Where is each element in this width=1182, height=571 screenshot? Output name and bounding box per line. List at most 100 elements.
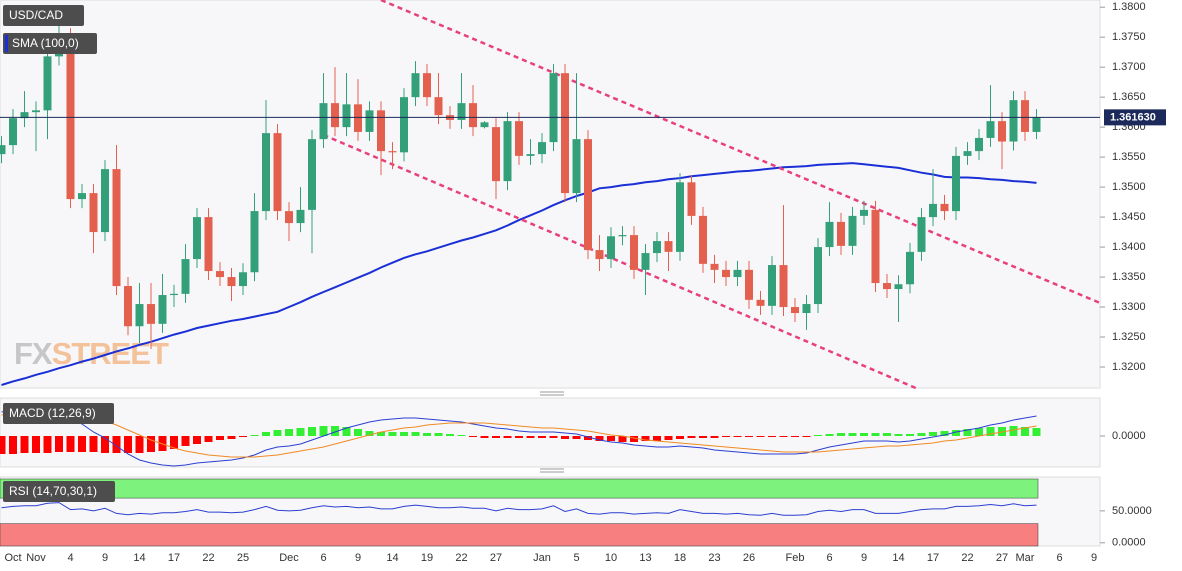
macd-histogram-bar <box>917 433 926 436</box>
candle-body <box>262 133 270 212</box>
sma-swatch <box>5 35 8 52</box>
x-tick-label: 23 <box>708 552 720 564</box>
x-tick-label: 5 <box>573 552 579 564</box>
macd-histogram-bar <box>572 436 581 439</box>
candle-body <box>308 139 316 210</box>
y-tick-label: 1.3650 <box>1112 91 1146 103</box>
candle-body <box>32 110 40 113</box>
candle-body <box>365 110 374 132</box>
candle-body <box>998 121 1006 142</box>
candle-body <box>434 97 443 116</box>
macd-histogram-bar <box>354 429 362 436</box>
macd-histogram-bar <box>411 432 420 436</box>
indicator-label: USD/CAD <box>9 8 63 22</box>
candle-body <box>492 127 500 182</box>
candle-body <box>250 211 259 273</box>
macd-histogram-bar <box>331 426 339 436</box>
x-tick-label: 10 <box>605 552 617 564</box>
candle-body <box>561 73 569 194</box>
candle-body <box>423 73 431 98</box>
candle-body <box>515 121 523 156</box>
candle-body <box>66 37 75 200</box>
macd-histogram-bar <box>135 436 144 453</box>
macd-histogram-bar <box>745 436 753 437</box>
candle-body <box>963 151 972 156</box>
candle-body <box>112 169 121 287</box>
candle-body <box>124 286 132 327</box>
y-tick-label: 1.3750 <box>1112 31 1146 43</box>
label-box <box>3 481 115 502</box>
candle-body <box>814 247 822 305</box>
macd-histogram-bar <box>469 436 477 437</box>
y-tick-label: 0.0000 <box>1112 430 1146 442</box>
panel-background <box>0 0 1101 389</box>
candle-body <box>469 103 477 128</box>
macd-histogram-bar <box>55 436 63 452</box>
macd-histogram-bar <box>377 432 385 436</box>
y-tick-label: 1.3250 <box>1112 331 1146 343</box>
macd-histogram-bar <box>423 433 431 436</box>
candle-body <box>101 169 109 233</box>
x-tick-label: 17 <box>168 552 180 564</box>
candle-body <box>745 269 753 300</box>
macd-histogram-bar <box>342 427 351 436</box>
candle-body <box>135 304 144 327</box>
macd-histogram-bar <box>0 436 6 454</box>
macd-histogram-bar <box>549 436 558 438</box>
x-tick-label: 17 <box>927 552 939 564</box>
macd-histogram-bar <box>515 436 523 438</box>
macd-histogram-bar <box>986 427 995 436</box>
candle-body <box>0 145 6 155</box>
last-price-badge <box>1104 109 1166 126</box>
candle-body <box>848 215 857 246</box>
x-tick-label: Dec <box>279 552 299 564</box>
candle-body <box>929 203 937 218</box>
x-tick-label: 27 <box>996 552 1008 564</box>
macd-histogram-bar <box>676 436 684 439</box>
macd-histogram-bar <box>239 436 247 437</box>
y-tick-label: 1.3500 <box>1112 181 1146 193</box>
candle-body <box>676 182 684 252</box>
macd-histogram-bar <box>894 434 903 436</box>
candle-body <box>722 269 730 278</box>
candle-body <box>78 193 86 200</box>
label-box <box>3 33 97 54</box>
candle-body <box>986 121 995 138</box>
candle-body <box>791 307 799 314</box>
macd-histogram-bar <box>687 436 696 438</box>
y-tick-label: 1.3700 <box>1112 61 1146 73</box>
indicator-label: RSI (14,70,30,1) <box>9 484 97 498</box>
macd-histogram-bar <box>607 436 615 441</box>
x-tick-label: Jan <box>533 552 551 564</box>
candle-body <box>1021 100 1029 132</box>
macd-histogram-bar <box>1032 428 1041 436</box>
macd-histogram-bar <box>1009 426 1018 436</box>
macd-histogram-bar <box>526 436 535 438</box>
candle-body <box>319 103 328 140</box>
x-tick-label: 26 <box>743 552 755 564</box>
oversold-band <box>0 523 1039 547</box>
macd-histogram-bar <box>388 432 397 436</box>
macd-histogram-bar <box>871 433 880 436</box>
candle-body <box>1009 100 1018 142</box>
candle-body <box>296 209 305 224</box>
macd-histogram-bar <box>699 436 707 438</box>
macd-histogram-bar <box>883 433 891 436</box>
macd-histogram-bar <box>78 436 86 452</box>
watermark: FXSTREET <box>14 336 169 371</box>
macd-histogram-bar <box>216 436 224 440</box>
macd-histogram-bar <box>66 436 75 452</box>
candle-body <box>89 193 98 233</box>
indicator-label: MACD (12,26,9) <box>9 406 96 420</box>
x-tick-label: 22 <box>202 552 214 564</box>
candle-body <box>9 118 17 146</box>
macd-histogram-bar <box>480 436 489 438</box>
candle-body <box>894 284 903 290</box>
y-tick-label: 1.3600 <box>1112 121 1146 133</box>
macd-histogram-bar <box>503 436 512 438</box>
macd-histogram-bar <box>250 435 259 436</box>
y-tick-label: 1.3450 <box>1112 211 1146 223</box>
candle-body <box>331 103 339 128</box>
candle-body <box>411 73 420 98</box>
y-tick-label: 1.3350 <box>1112 271 1146 283</box>
